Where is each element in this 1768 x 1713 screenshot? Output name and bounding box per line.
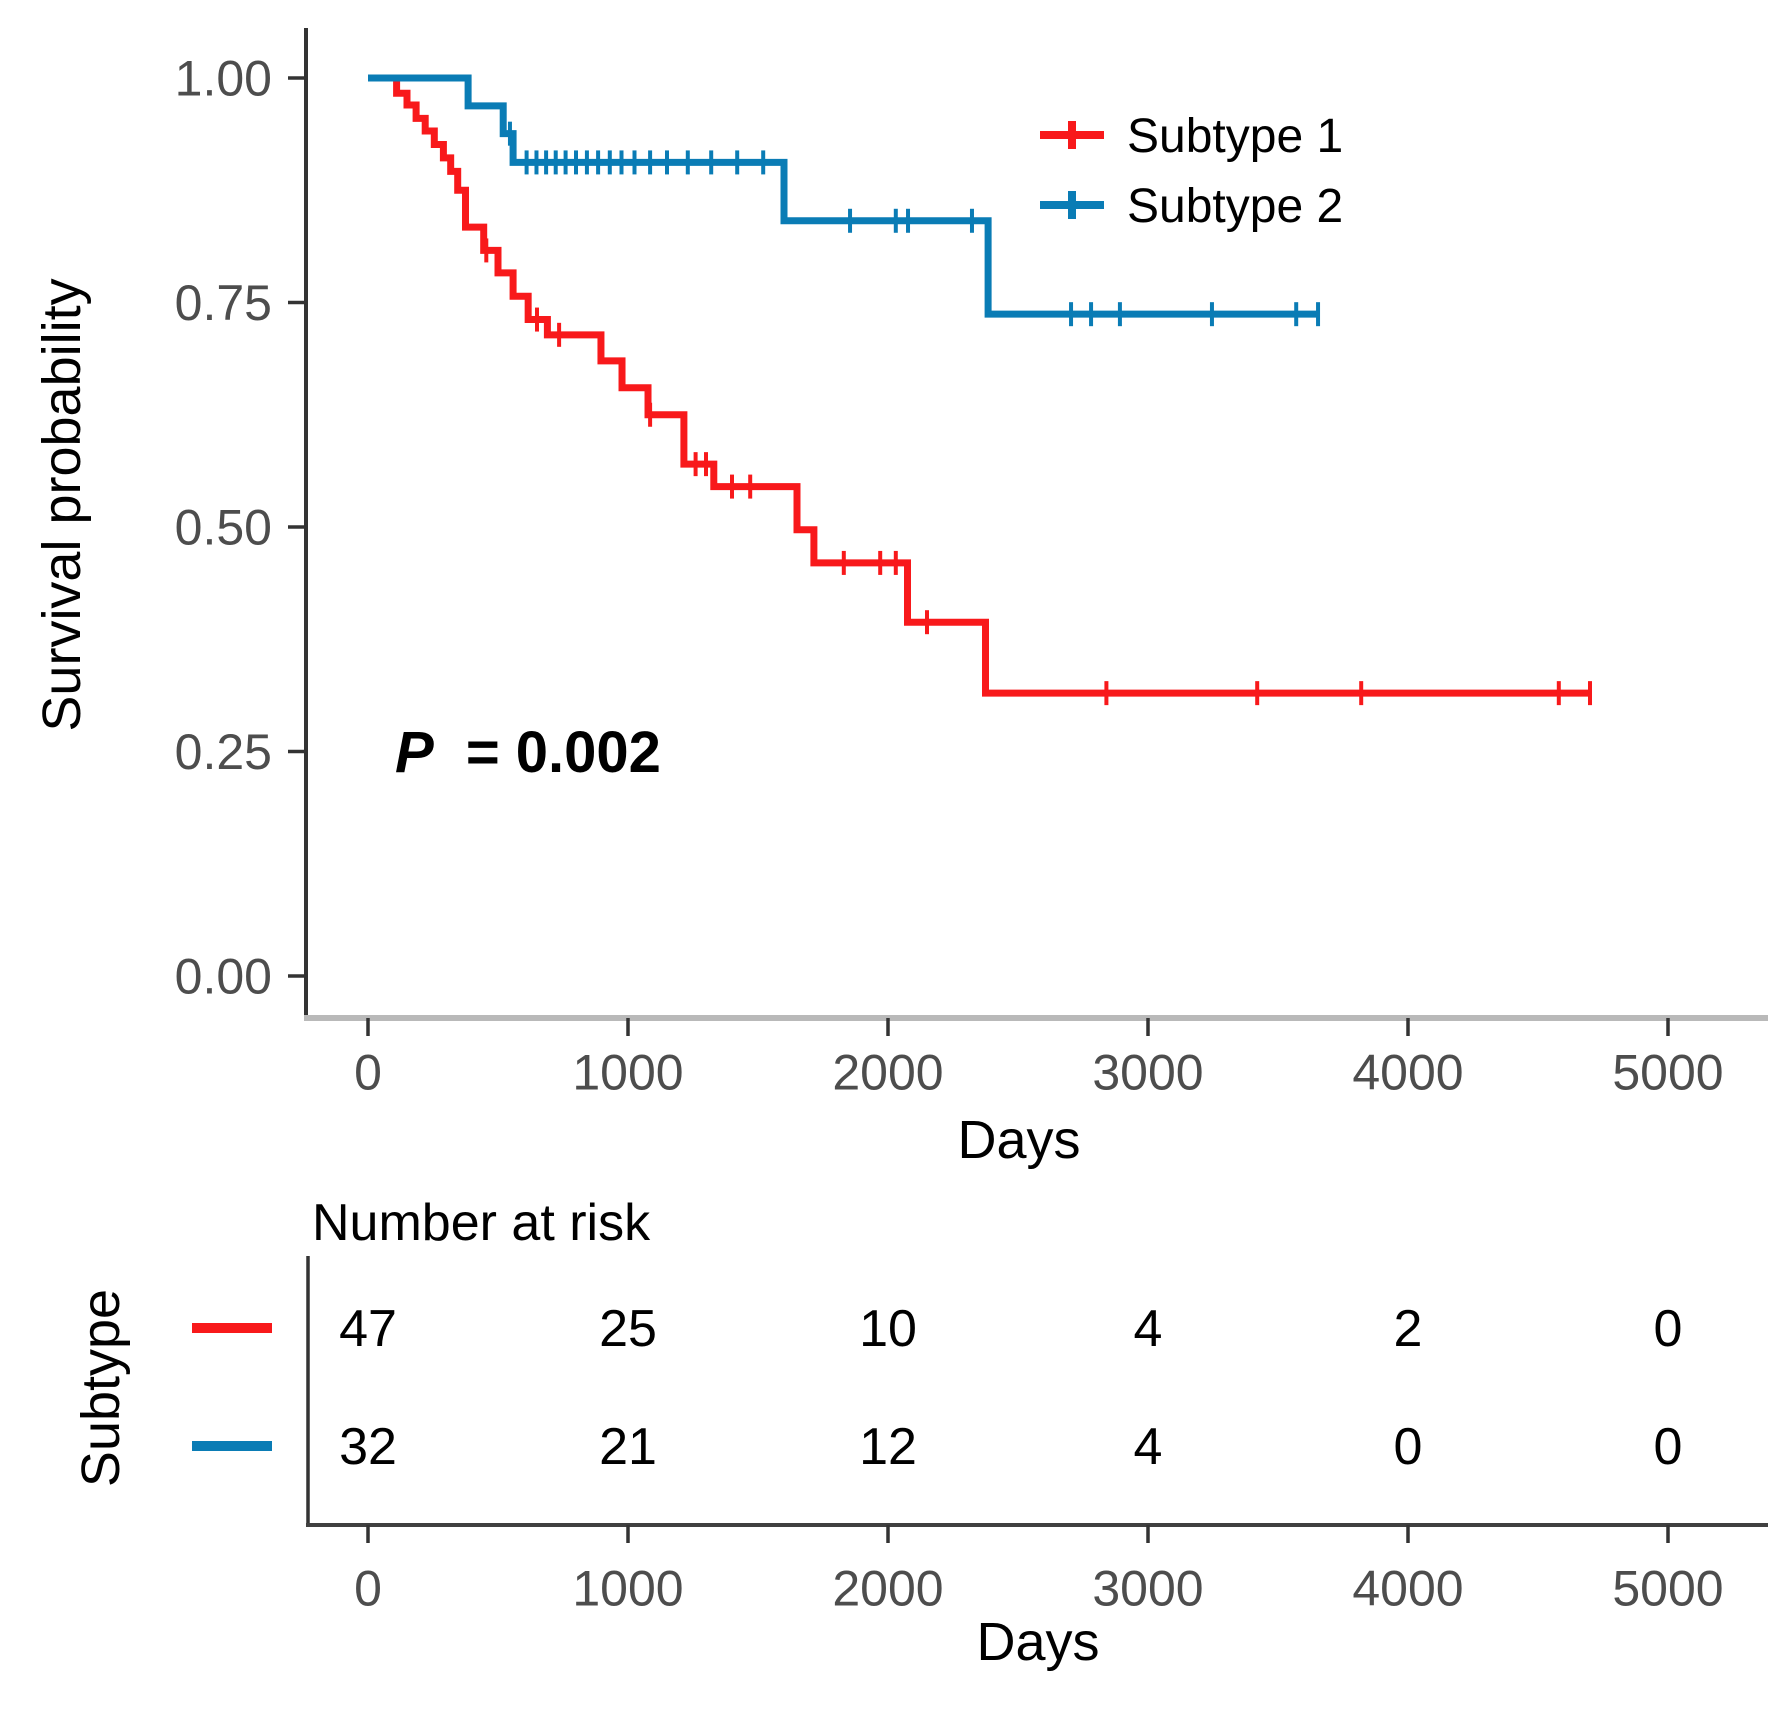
risk-x-tick-label: 5000 — [1612, 1561, 1723, 1617]
risk-values: 47 25 10 4 2 0 32 21 12 4 0 0 — [339, 1300, 1682, 1476]
x-axis-ticks: 0 1000 2000 3000 4000 5000 — [354, 1018, 1724, 1101]
y-axis-ticks: 1.00 0.75 0.50 0.25 0.00 — [175, 51, 306, 1005]
x-axis-title: Days — [957, 1110, 1080, 1170]
risk-x-tick-label: 2000 — [832, 1561, 943, 1617]
risk-count: 25 — [599, 1300, 657, 1358]
risk-x-tick-label: 0 — [354, 1561, 382, 1617]
legend: Subtype 1 Subtype 2 — [1040, 110, 1343, 233]
y-tick-label: 0.00 — [175, 949, 272, 1005]
risk-count: 0 — [1394, 1418, 1423, 1476]
risk-x-tick-label: 3000 — [1092, 1561, 1203, 1617]
survival-curve-subtype2 — [368, 74, 1319, 318]
main-plot: 1.00 0.75 0.50 0.25 0.00 0 1000 2000 3000 4000 50… — [32, 28, 1768, 1170]
survival-curve-subtype1 — [368, 74, 1590, 697]
risk-table-title: Number at risk — [312, 1194, 651, 1252]
y-tick-label: 0.50 — [175, 500, 272, 556]
risk-count: 21 — [599, 1418, 657, 1476]
p-value-rest: = 0.002 — [466, 720, 661, 785]
legend-label-subtype2: Subtype 2 — [1127, 180, 1343, 233]
risk-count: 0 — [1654, 1418, 1683, 1476]
y-axis-title: Survival probability — [32, 278, 92, 731]
risk-axis-ticks: 0 1000 2000 3000 4000 5000 — [354, 1525, 1724, 1617]
x-tick-label: 3000 — [1092, 1045, 1203, 1101]
risk-count: 4 — [1134, 1300, 1163, 1358]
risk-count: 47 — [339, 1300, 397, 1358]
y-tick-label: 0.25 — [175, 724, 272, 780]
legend-item-subtype2: Subtype 2 — [1040, 180, 1343, 233]
p-value: P = 0.002 — [395, 720, 661, 785]
x-tick-label: 0 — [354, 1045, 382, 1101]
risk-row-axis-label: Subtype — [71, 1289, 131, 1487]
y-tick-label: 1.00 — [175, 51, 272, 107]
legend-item-subtype1: Subtype 1 — [1040, 110, 1343, 163]
risk-x-tick-label: 1000 — [572, 1561, 683, 1617]
x-tick-label: 5000 — [1612, 1045, 1723, 1101]
risk-count: 32 — [339, 1418, 397, 1476]
risk-x-tick-label: 4000 — [1352, 1561, 1463, 1617]
x-tick-label: 1000 — [572, 1045, 683, 1101]
p-value-symbol: P — [395, 720, 434, 785]
risk-table: Number at risk 0 1000 2000 3000 4000 5000 47 2… — [71, 1194, 1768, 1672]
risk-x-axis-title: Days — [976, 1612, 1099, 1672]
survival-curves — [368, 74, 1592, 706]
x-tick-label: 4000 — [1352, 1045, 1463, 1101]
legend-label-subtype1: Subtype 1 — [1127, 110, 1343, 163]
risk-count: 2 — [1394, 1300, 1423, 1358]
risk-count: 10 — [859, 1300, 917, 1358]
y-tick-label: 0.75 — [175, 275, 272, 331]
risk-count: 12 — [859, 1418, 917, 1476]
risk-count: 0 — [1654, 1300, 1683, 1358]
risk-count: 4 — [1134, 1418, 1163, 1476]
x-tick-label: 2000 — [832, 1045, 943, 1101]
